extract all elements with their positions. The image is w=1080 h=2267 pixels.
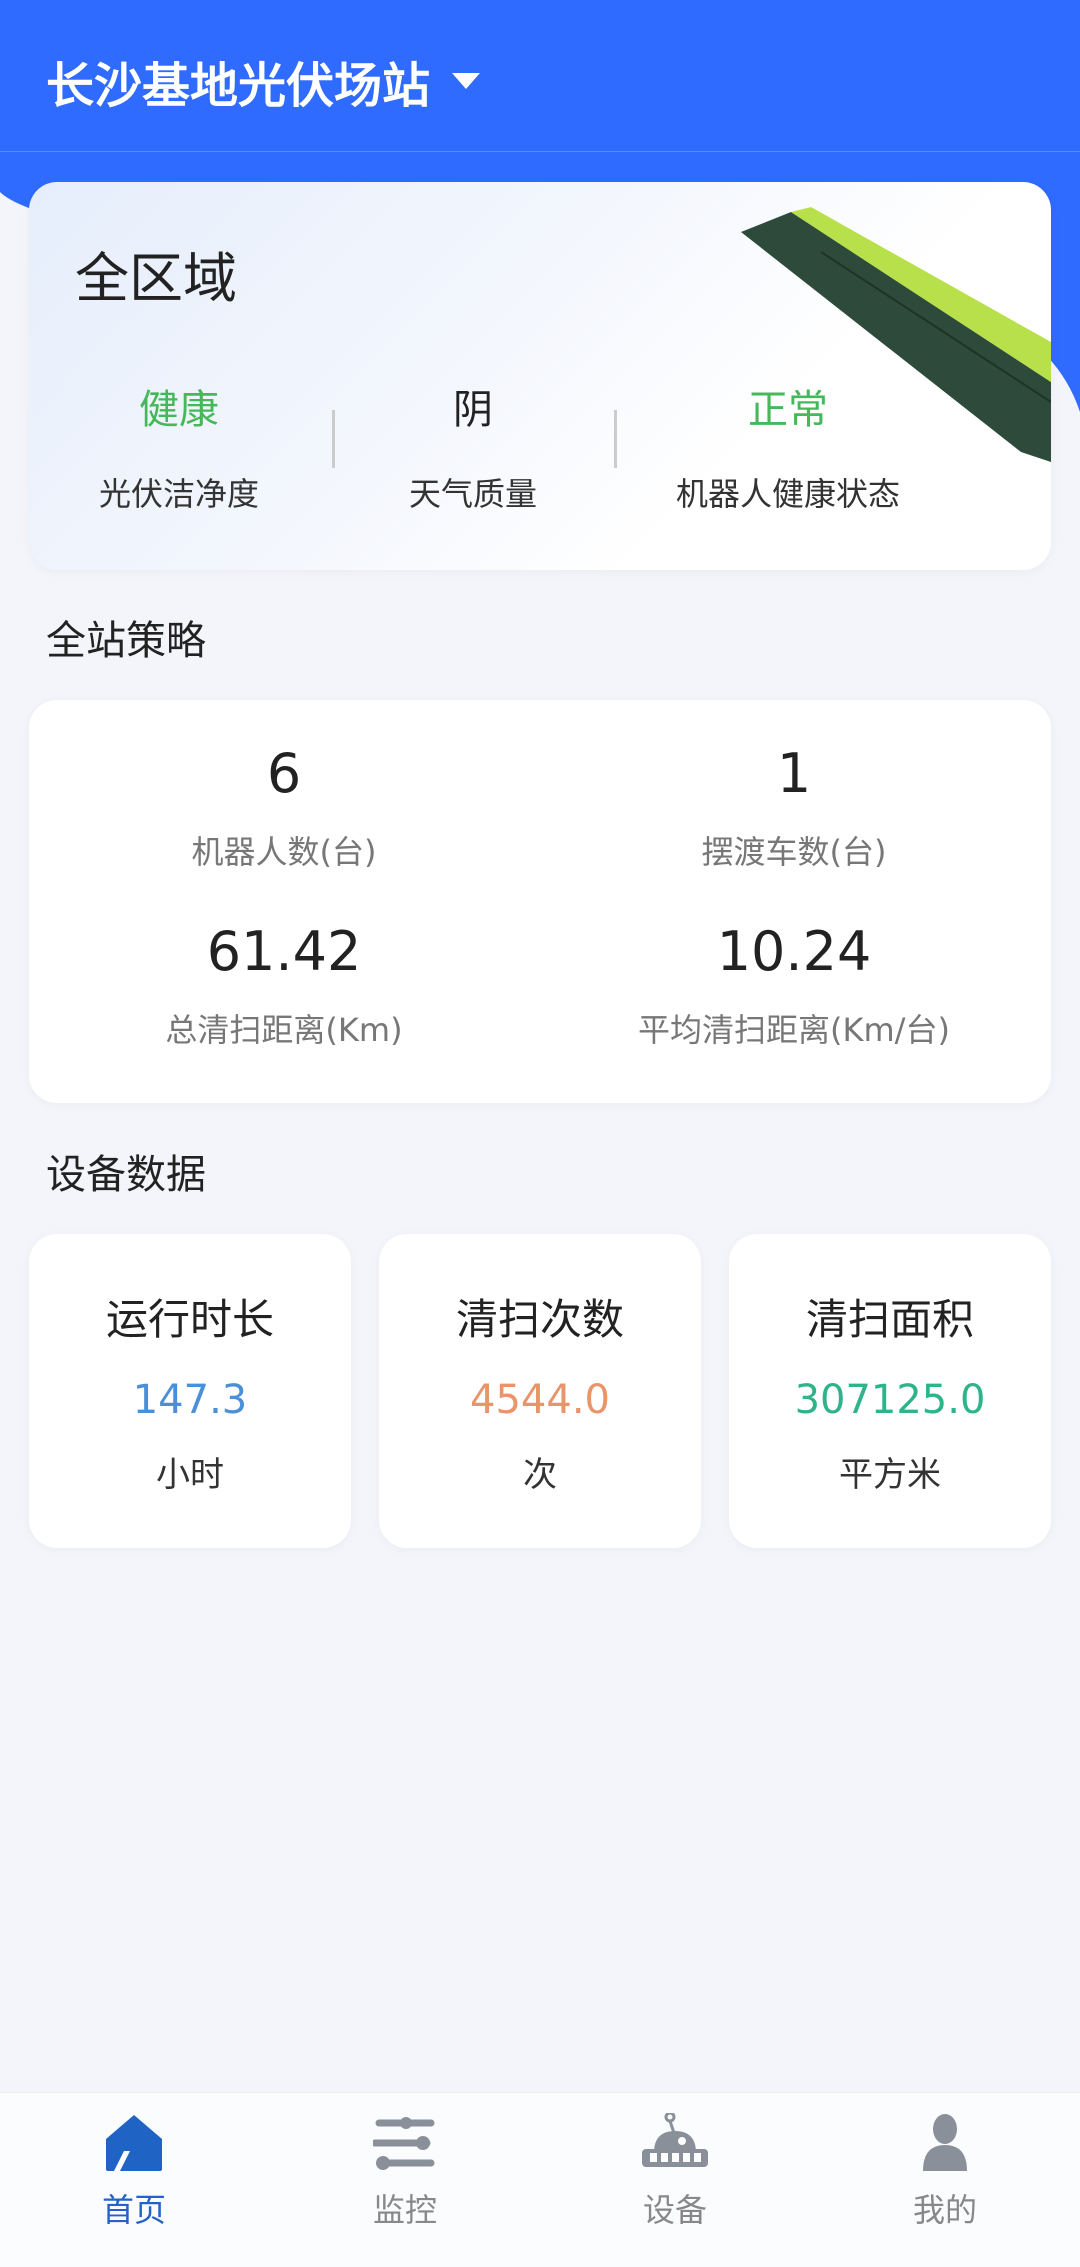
stat-robot-health: 正常 机器人健康状态 (638, 377, 938, 515)
nav-label: 监控 (372, 2191, 437, 2229)
cell-label: 机器人数(台) (191, 833, 377, 871)
nav-label: 首页 (101, 2191, 166, 2229)
device-card-title: 清扫次数 (455, 1295, 624, 1344)
stat-cleanliness: 健康 光伏洁净度 (29, 377, 329, 515)
robot-icon (642, 2113, 708, 2167)
section-title-device: 设备数据 (46, 1152, 206, 1198)
stat-value: 正常 (748, 387, 828, 433)
device-card-title: 运行时长 (105, 1295, 274, 1344)
cell-value: 10.24 (716, 920, 872, 983)
overview-card: 全区域 健康 光伏洁净度 阴 天气质量 正常 机器人健康状态 (29, 182, 1051, 570)
stat-label: 机器人健康状态 (675, 475, 900, 513)
stat-label: 光伏洁净度 (98, 475, 259, 513)
strategy-robots: 6 机器人数(台) (44, 742, 524, 873)
stat-value: 健康 (139, 387, 219, 433)
overview-title: 全区域 (75, 247, 237, 310)
stat-value: 阴 (453, 387, 493, 433)
cell-value: 61.42 (206, 920, 362, 983)
device-card-value: 147.3 (132, 1377, 248, 1423)
strategy-total-distance: 61.42 总清扫距离(Km) (44, 920, 524, 1051)
device-card-value: 307125.0 (794, 1377, 986, 1423)
cell-label: 摆渡车数(台) (701, 833, 887, 871)
device-card-title: 清扫面积 (805, 1295, 974, 1344)
device-card-clean-area[interactable]: 清扫面积 307125.0 平方米 (729, 1234, 1051, 1548)
cell-value: 1 (776, 742, 812, 805)
device-card-unit: 次 (523, 1455, 557, 1495)
nav-home[interactable]: 首页 (34, 2113, 234, 2231)
strategy-avg-distance: 10.24 平均清扫距离(Km/台) (554, 920, 1034, 1051)
bottom-nav: 首页 监控 设备 我的 (0, 2092, 1080, 2267)
cell-label: 总清扫距离(Km) (165, 1011, 403, 1049)
strategy-card: 6 机器人数(台) 1 摆渡车数(台) 61.42 总清扫距离(Km) 10.2… (29, 700, 1051, 1103)
station-selector[interactable]: 长沙基地光伏场站 (46, 46, 481, 116)
stat-label: 天气质量 (408, 475, 537, 513)
nav-device[interactable]: 设备 (575, 2113, 775, 2231)
section-title-strategy: 全站策略 (46, 618, 206, 664)
divider (332, 410, 335, 468)
nav-mine[interactable]: 我的 (845, 2113, 1045, 2231)
device-card-unit: 平方米 (839, 1455, 941, 1495)
user-icon (923, 2114, 967, 2171)
device-card-clean-count[interactable]: 清扫次数 4544.0 次 (379, 1234, 701, 1548)
nav-monitor[interactable]: 监控 (305, 2113, 505, 2231)
sliders-icon (373, 2117, 435, 2170)
strategy-ferries: 1 摆渡车数(台) (554, 742, 1034, 873)
nav-label: 设备 (642, 2191, 707, 2229)
stat-weather: 阴 天气质量 (323, 377, 623, 515)
home-icon (106, 2115, 162, 2171)
robot-illustration (741, 207, 1051, 462)
divider (614, 410, 617, 468)
caret-down-icon (452, 73, 481, 89)
nav-label: 我的 (912, 2191, 977, 2229)
cell-value: 6 (266, 742, 302, 805)
cell-label: 平均清扫距离(Km/台) (638, 1011, 950, 1049)
station-title: 长沙基地光伏场站 (46, 58, 431, 114)
device-card-runtime[interactable]: 运行时长 147.3 小时 (29, 1234, 351, 1548)
device-card-value: 4544.0 (470, 1377, 610, 1423)
device-card-unit: 小时 (156, 1455, 224, 1495)
app-header: 长沙基地光伏场站 (0, 0, 1080, 152)
